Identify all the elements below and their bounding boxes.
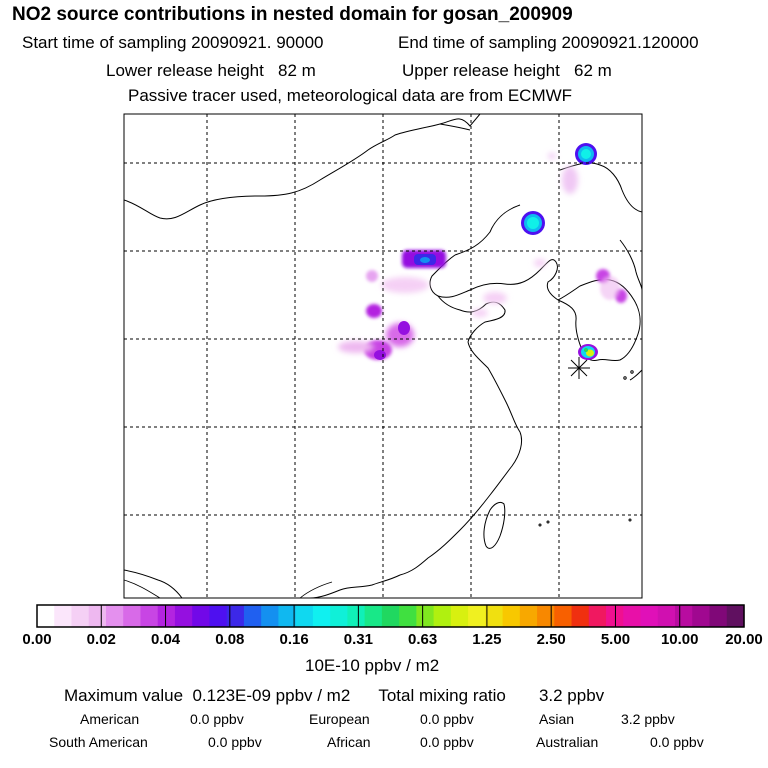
region-label: South American (49, 734, 148, 750)
region-value: 0.0 ppbv (650, 734, 704, 750)
colorbar-cell (571, 605, 590, 627)
colorbar (36, 604, 745, 628)
plume-manchuria-core (521, 211, 545, 235)
region-value: 0.0 ppbv (420, 711, 474, 727)
colorbar-cell (364, 605, 383, 627)
region-value: 0.0 ppbv (420, 734, 474, 750)
colorbar-cell (88, 605, 107, 627)
upper-release-height: Upper release height 62 m (402, 61, 612, 80)
colorbar-cell (157, 605, 176, 627)
map-frame (123, 113, 643, 599)
colorbar-cell (140, 605, 159, 627)
plume-northeast-china-core (575, 143, 597, 165)
colorbar-tick-label: 0.63 (408, 631, 438, 648)
colorbar-tick-label: 20.00 (725, 631, 763, 648)
colorbar-cell (174, 605, 193, 627)
colorbar-tick-label: 0.16 (279, 631, 309, 648)
colorbar-cell (450, 605, 469, 627)
colorbar-cell (485, 605, 504, 627)
colorbar-tick-label: 5.00 (600, 631, 631, 648)
colorbar-cell (726, 605, 745, 627)
end-time-label: End time of sampling 20090921.120000 (398, 33, 699, 52)
colorbar-cell (588, 605, 607, 627)
colorbar-cell (537, 605, 555, 627)
plume-shandong (338, 304, 414, 360)
colorbar-cell (468, 605, 486, 627)
colorbar-cell (502, 605, 521, 627)
plume-northeast-china (548, 153, 578, 194)
release-site-marker (568, 357, 590, 379)
lower-release-height: Lower release height 82 m (106, 61, 316, 80)
colorbar-cell (226, 605, 245, 627)
colorbar-cell (54, 605, 73, 627)
plume-bohai-coast (381, 259, 546, 317)
colorbar-cell (675, 605, 693, 627)
colorbar-tick-label: 2.50 (536, 631, 566, 648)
plot-title: NO2 source contributions in nested domai… (12, 4, 573, 25)
colorbar-cell (347, 605, 366, 627)
colorbar-tick-label: 10.00 (660, 631, 699, 648)
colorbar-tick-label: 0.00 (22, 631, 52, 648)
colorbar-frame (36, 604, 745, 628)
colorbar-cell (192, 605, 211, 627)
colorbar-tick-label: 0.08 (215, 631, 245, 648)
colorbar-cell (312, 605, 331, 627)
plume-jeju-source (578, 344, 598, 360)
colorbar-tick-label: 0.02 (86, 631, 116, 648)
colorbar-tick-label: 0.04 (150, 631, 181, 648)
map-panel (123, 113, 643, 599)
colorbar-cell (330, 605, 348, 627)
start-time-label: Start time of sampling 20090921. 90000 (22, 33, 324, 52)
region-label: European (309, 711, 370, 727)
region-label: African (327, 734, 371, 750)
colorbar-unit: 10E-10 ppbv / m2 (305, 656, 440, 675)
colorbar-cell (399, 605, 417, 627)
colorbar-cell (640, 605, 659, 627)
colorbar-cells (37, 605, 745, 627)
colorbar-dividers (100, 605, 681, 627)
region-value: 0.0 ppbv (208, 734, 262, 750)
tracer-note: Passive tracer used, meteorological data… (128, 86, 573, 105)
colorbar-cell (519, 605, 538, 627)
colorbar-tick-label: 0.31 (343, 631, 373, 648)
maximum-value-line: Maximum value 0.123E-09 ppbv / m2 Total … (64, 686, 605, 705)
colorbar-cell (554, 605, 573, 627)
colorbar-cell (709, 605, 728, 627)
plume-korea-south (596, 269, 627, 303)
colorbar-cell (209, 605, 228, 627)
colorbar-cell (105, 605, 124, 627)
region-value: 3.2 ppbv (621, 711, 675, 727)
region-label: American (80, 711, 140, 727)
plume-layer (338, 143, 627, 379)
lat-lon-grid (124, 114, 642, 598)
colorbar-cell (381, 605, 400, 627)
colorbar-cell (416, 605, 435, 627)
region-value: 0.0 ppbv (190, 711, 244, 727)
colorbar-cell (123, 605, 142, 627)
colorbar-tick-label: 1.25 (472, 631, 502, 648)
colorbar-cell (657, 605, 676, 627)
colorbar-cell (261, 605, 280, 627)
colorbar-cell (295, 605, 314, 627)
colorbar-cell (623, 605, 642, 627)
plume-north-korea-border (366, 250, 446, 282)
colorbar-cell (243, 605, 262, 627)
colorbar-cell (692, 605, 711, 627)
colorbar-cell (37, 605, 55, 627)
colorbar-cell (71, 605, 90, 627)
colorbar-cell (278, 605, 297, 627)
colorbar-cell (433, 605, 452, 627)
region-label: Asian (539, 711, 575, 727)
region-label: Australian (536, 734, 599, 750)
